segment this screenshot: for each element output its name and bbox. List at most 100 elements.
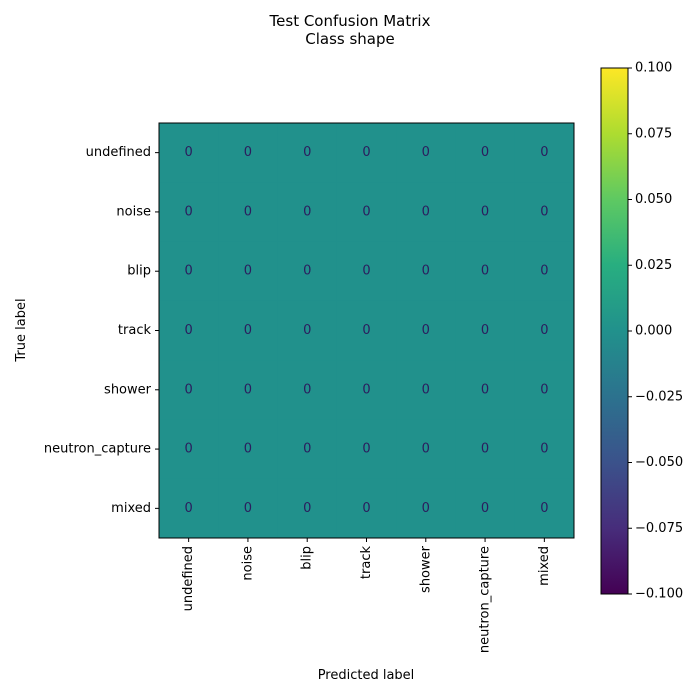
x-tick-label: shower <box>418 545 433 593</box>
cell-value: 0 <box>540 382 548 397</box>
matrix-cell <box>277 300 338 361</box>
cell-value: 0 <box>244 204 252 219</box>
cell-value: 0 <box>303 501 311 516</box>
matrix-cell <box>396 419 456 480</box>
matrix-cell <box>277 478 338 539</box>
colorbar-tick-label: 0.000 <box>635 324 672 339</box>
cell-value: 0 <box>185 204 193 219</box>
y-tick-label: mixed <box>111 501 151 516</box>
cell-value: 0 <box>362 204 370 219</box>
cell-value: 0 <box>422 204 430 219</box>
cell-value: 0 <box>481 264 489 279</box>
y-tick-label: noise <box>116 204 151 219</box>
cell-value: 0 <box>303 442 311 457</box>
cell-value: 0 <box>185 264 193 279</box>
matrix-cell <box>396 478 456 539</box>
colorbar: −0.100 −0.075 −0.050 −0.025 0.000 0.025 0.050 0… <box>600 61 683 602</box>
matrix-cell <box>159 241 219 302</box>
matrix-cell <box>514 241 575 302</box>
cell-value: 0 <box>185 501 193 516</box>
cell-value: 0 <box>185 323 193 338</box>
cell-value: 0 <box>244 323 252 338</box>
cell-value: 0 <box>540 145 548 160</box>
matrix-cell <box>159 478 219 539</box>
matrix-cell <box>336 360 397 420</box>
matrix-cell <box>514 300 575 361</box>
cell-value: 0 <box>303 323 311 338</box>
matrix-cell <box>218 241 279 302</box>
y-tick-label: shower <box>104 382 152 397</box>
matrix-cell <box>396 300 456 361</box>
cell-value: 0 <box>422 264 430 279</box>
cell-value: 0 <box>362 323 370 338</box>
cell-value: 0 <box>540 204 548 219</box>
matrix-cell <box>218 419 279 480</box>
cell-value: 0 <box>481 382 489 397</box>
y-tick-label: track <box>118 323 152 338</box>
x-tick-label: track <box>359 546 374 580</box>
cell-value: 0 <box>422 442 430 457</box>
x-tick-label: blip <box>300 546 315 570</box>
matrix-cell <box>514 419 575 480</box>
matrix-cell <box>514 360 575 420</box>
cell-value: 0 <box>244 442 252 457</box>
colorbar-tick-label: 0.100 <box>635 61 672 76</box>
matrix-cell <box>514 123 575 183</box>
matrix-cell <box>277 360 338 420</box>
matrix-cell <box>218 182 279 243</box>
x-axis-label: Predicted label <box>318 668 415 683</box>
cell-value: 0 <box>303 382 311 397</box>
colorbar-tick-label: 0.025 <box>635 258 672 273</box>
y-tick-label: neutron_capture <box>44 442 151 457</box>
colorbar-tick-label: 0.075 <box>635 126 672 141</box>
x-axis: undefined noise blip track shower neutron_cap… <box>181 538 552 653</box>
cell-value: 0 <box>303 264 311 279</box>
chart-subtitle: Class shape <box>305 30 395 48</box>
matrix-cell <box>396 123 456 183</box>
matrix-cell <box>455 300 516 361</box>
y-axis-label: True label <box>14 298 29 362</box>
matrix-cell <box>396 182 456 243</box>
cell-value: 0 <box>362 501 370 516</box>
matrix-cell <box>514 478 575 539</box>
cell-value: 0 <box>303 204 311 219</box>
cell-value: 0 <box>185 442 193 457</box>
matrix-cell <box>455 123 516 183</box>
cell-value: 0 <box>362 442 370 457</box>
cell-value: 0 <box>362 145 370 160</box>
matrix-cell <box>277 123 338 183</box>
matrix-cell <box>159 360 219 420</box>
matrix-cell <box>336 123 397 183</box>
matrix-cell <box>159 123 219 183</box>
cell-value: 0 <box>540 323 548 338</box>
matrix-cell <box>396 241 456 302</box>
matrix: 0 0 0 0 0 0 0 0 0 0 0 0 0 0 0 0 0 0 0 0 0 0 0 0 0 0 0 0 0 0 0 0 0 0 0 0 0 0 0 0… <box>158 122 575 539</box>
matrix-cell <box>336 241 397 302</box>
matrix-cell <box>277 419 338 480</box>
cell-value: 0 <box>244 501 252 516</box>
cell-value: 0 <box>540 442 548 457</box>
cell-value: 0 <box>362 264 370 279</box>
matrix-cell <box>336 478 397 539</box>
colorbar-tick-label: 0.050 <box>635 192 672 207</box>
cell-value: 0 <box>422 323 430 338</box>
x-tick-label: noise <box>240 546 255 581</box>
matrix-cell <box>159 419 219 480</box>
y-axis: undefined noise blip track shower neutron_cap… <box>44 145 159 516</box>
x-tick-label: neutron_capture <box>478 546 493 653</box>
colorbar-tick-label: −0.100 <box>635 587 683 602</box>
cell-value: 0 <box>540 501 548 516</box>
matrix-cell <box>455 360 516 420</box>
colorbar-tick-label: −0.075 <box>635 521 683 536</box>
cell-value: 0 <box>362 382 370 397</box>
matrix-cell <box>336 419 397 480</box>
cell-value: 0 <box>185 382 193 397</box>
cell-value: 0 <box>481 323 489 338</box>
cell-value: 0 <box>540 264 548 279</box>
cell-value: 0 <box>185 145 193 160</box>
cell-value: 0 <box>244 382 252 397</box>
cell-value: 0 <box>244 264 252 279</box>
matrix-cell <box>455 478 516 539</box>
cell-value: 0 <box>481 204 489 219</box>
